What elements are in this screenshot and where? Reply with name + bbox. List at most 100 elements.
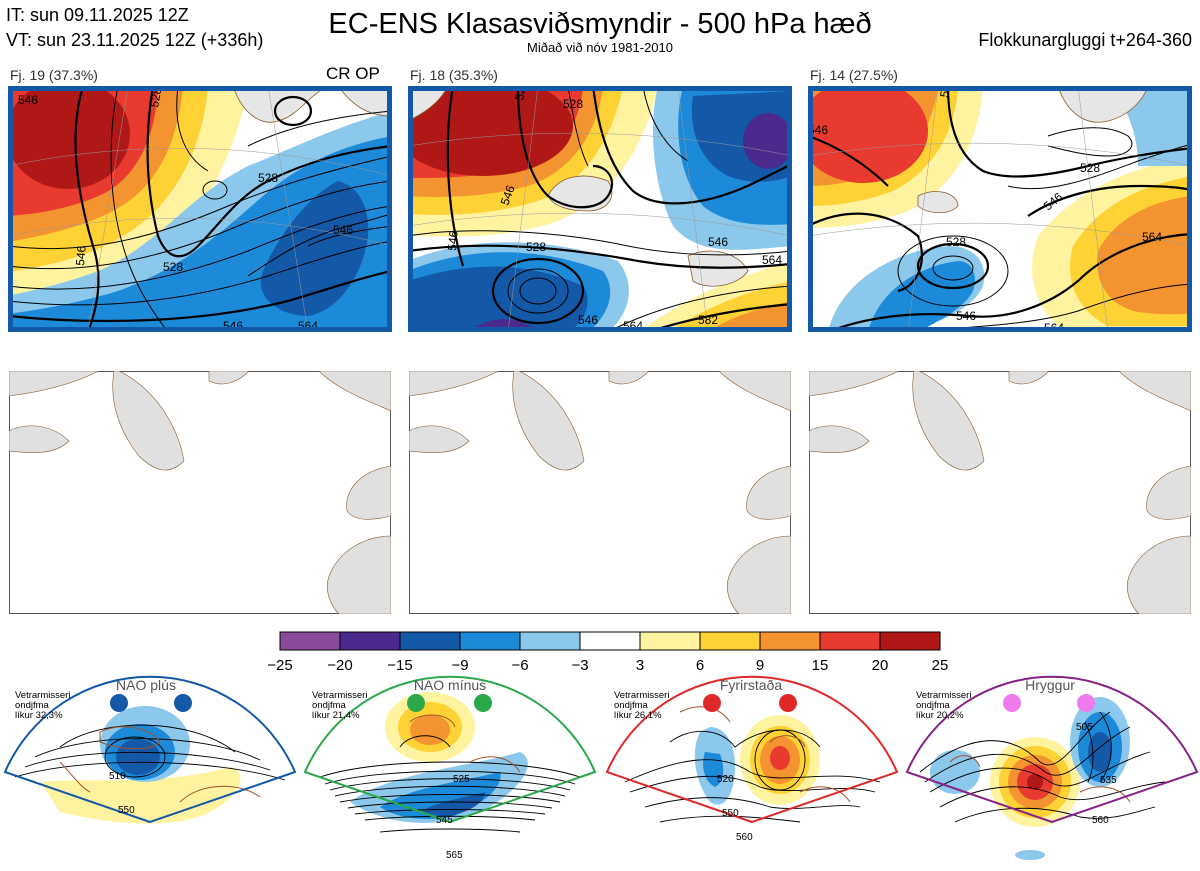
contour-label: 546: [578, 313, 598, 327]
contour-label: 546: [498, 183, 518, 207]
colorbar-tick-label: 25: [932, 657, 949, 674]
regime-contour-label: 550: [722, 808, 739, 819]
regime-info: ondjfma: [15, 700, 50, 711]
contour-label: 546: [333, 223, 353, 237]
regime-marker-dot: [779, 694, 797, 712]
colorbar-tick-label: −3: [571, 657, 588, 674]
regime-info: líkur 20,2%: [916, 710, 964, 721]
regime-contour-label: 510: [109, 771, 126, 782]
contour-label: 564: [1142, 230, 1162, 244]
colorbar-swatch: [699, 631, 761, 651]
colorbar-tick-label: −25: [267, 657, 292, 674]
contour-label: 528: [946, 235, 966, 249]
regime-marker-dot: [1003, 694, 1021, 712]
regime-marker-dot: [407, 694, 425, 712]
colorbar-tick-label: 6: [696, 657, 704, 674]
contour-label: 582: [698, 313, 718, 327]
regime-panels: NAO plús NAO mínus Fyrirstaða Hryggur Ve…: [3, 675, 1199, 861]
cluster-1-label: Fj. 19 (37.3%): [10, 67, 98, 83]
regime-marker-dot: [474, 694, 492, 712]
regime-contour-label: 565: [446, 850, 463, 861]
colorbar-swatch: [279, 631, 341, 651]
regime-contour-label: 525: [453, 774, 470, 785]
regime-contour-label: 505: [1076, 722, 1093, 733]
anomaly-darkblue: [260, 181, 369, 316]
colorbar-swatch: [519, 631, 581, 651]
land-map-2: [409, 371, 791, 614]
cluster-map-3: 546 528 528 546 564 546 564 528: [808, 86, 1192, 332]
classification-window: Flokkunargluggi t+264-360: [978, 30, 1192, 50]
contour-label: 528: [563, 97, 583, 111]
regime-contour-label: 560: [1092, 815, 1109, 826]
colorbar-swatch: [759, 631, 821, 651]
regime-name: NAO plús: [116, 677, 176, 693]
page-subtitle: Miðað við nóv 1981-2010: [527, 40, 673, 55]
contour-label: 546: [956, 309, 976, 323]
contour-label: 528: [147, 86, 164, 108]
colorbar-tick-label: 3: [636, 657, 644, 674]
regime-marker-dot: [174, 694, 192, 712]
colorbar-swatch: [339, 631, 401, 651]
colorbar-swatch: [579, 631, 641, 651]
regime-contour-label: 550: [118, 805, 135, 816]
contour-label: 546: [445, 230, 461, 251]
regime-contour-label: 545: [436, 815, 453, 826]
regime-info: líkur 26,1%: [614, 710, 662, 721]
colorbar: −25 −20 −15 −9 −6 −3 3 6 9 15 20 25: [267, 631, 949, 674]
regime-info: líkur 32,3%: [15, 710, 63, 721]
regime-nao-plus: [3, 675, 297, 824]
valid-time: VT: sun 23.11.2025 12Z (+336h): [6, 30, 264, 50]
cluster-2-label: Fj. 18 (35.3%): [410, 67, 498, 83]
regime-contour-label: 560: [736, 832, 753, 843]
contour-label: 528: [526, 240, 546, 254]
colorbar-swatch: [819, 631, 881, 651]
regime-name: Fyrirstaða: [720, 677, 782, 693]
contour-label: 528: [258, 171, 278, 185]
regime-info: líkur 21,4%: [312, 710, 360, 721]
cluster-map-1: 546 528 528 528 546 546 564 546: [8, 86, 392, 332]
regime-info: Vetrarmisseri: [312, 690, 367, 701]
contour-label: 564: [762, 253, 782, 267]
regime-info: ondjfma: [916, 700, 951, 711]
regime-info: Vetrarmisseri: [15, 690, 70, 701]
regime-contour-label: 520: [717, 774, 734, 785]
contour-label: 528: [1080, 161, 1100, 175]
coast: [232, 86, 329, 123]
contour-label: 546: [18, 93, 38, 107]
contour-label: 528: [163, 260, 183, 274]
regime-info: Vetrarmisseri: [916, 690, 971, 701]
land-map-3: [809, 371, 1191, 614]
colorbar-tick-label: 9: [756, 657, 764, 674]
contour-label: 546: [808, 123, 828, 137]
cluster-3-label: Fj. 14 (27.5%): [810, 67, 898, 83]
regime-marker-dot: [703, 694, 721, 712]
regime-contour-label: 535: [1100, 775, 1117, 786]
regime-ridge: [905, 675, 1199, 860]
land-map-1: [9, 371, 391, 614]
anomaly-darkred: [8, 86, 130, 189]
contour-label: 546: [73, 245, 89, 266]
regime-name: NAO mínus: [414, 677, 486, 693]
regime-marker-dot: [1077, 694, 1095, 712]
colorbar-swatch: [879, 631, 941, 651]
colorbar-tick-label: −9: [451, 657, 468, 674]
regime-nao-minus: [303, 675, 597, 833]
colorbar-tick-label: 20: [872, 657, 889, 674]
init-time: IT: sun 09.11.2025 12Z: [6, 5, 189, 25]
regime-info: ondjfma: [614, 700, 649, 711]
cluster-1-tag: CR OP: [326, 64, 380, 83]
regime-marker-dot: [110, 694, 128, 712]
regime-blocking: [605, 675, 899, 824]
regime-info: ondjfma: [312, 700, 347, 711]
contour-label: 564: [1044, 321, 1064, 332]
colorbar-swatch: [639, 631, 701, 651]
colorbar-tick-label: −6: [511, 657, 528, 674]
colorbar-tick-label: −15: [387, 657, 412, 674]
regime-info: Vetrarmisseri: [614, 690, 669, 701]
cluster-map-2: 546 528 528 546 528 546 564 546 564 582: [408, 86, 792, 332]
colorbar-tick-label: 15: [812, 657, 829, 674]
colorbar-tick-label: −20: [327, 657, 352, 674]
colorbar-swatch: [399, 631, 461, 651]
page-title: EC-ENS Klasasviðsmyndir - 500 hPa hæð: [328, 8, 872, 40]
colorbar-swatch: [459, 631, 521, 651]
